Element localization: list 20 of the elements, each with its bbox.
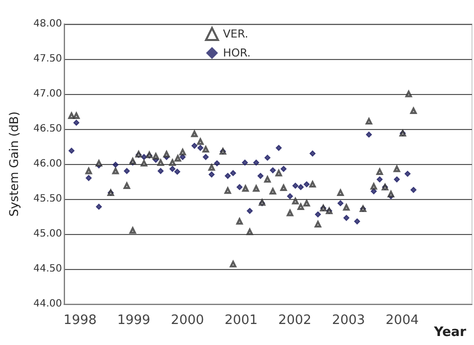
x-tick-label: 2002 <box>278 313 312 328</box>
x-tick-label: 2000 <box>170 313 204 328</box>
legend-label: HOR. <box>223 46 251 60</box>
x-tick-label: 2003 <box>332 313 366 328</box>
x-axis-title: Year <box>433 325 467 340</box>
y-tick-label: 46.50 <box>33 124 62 134</box>
y-tick-label: 48.00 <box>33 18 62 30</box>
legend-label: VER. <box>223 28 248 40</box>
y-tick-label: 47.50 <box>33 54 62 64</box>
x-tick-label: 1998 <box>64 313 97 328</box>
x-tick-label: 2001 <box>224 313 258 328</box>
y-tick-label: 45.00 <box>33 228 62 240</box>
y-tick-label: 44.00 <box>33 298 62 310</box>
y-tick-label: 47.00 <box>33 88 62 100</box>
y-tick-label: 46.00 <box>33 158 62 170</box>
x-tick-label: 1999 <box>117 313 150 328</box>
x-tick-label: 2004 <box>386 313 419 328</box>
y-tick-label: 44.50 <box>33 264 62 274</box>
y-tick-label: 45.50 <box>33 194 62 204</box>
y-axis-title: System Gain (dB) <box>7 111 21 217</box>
